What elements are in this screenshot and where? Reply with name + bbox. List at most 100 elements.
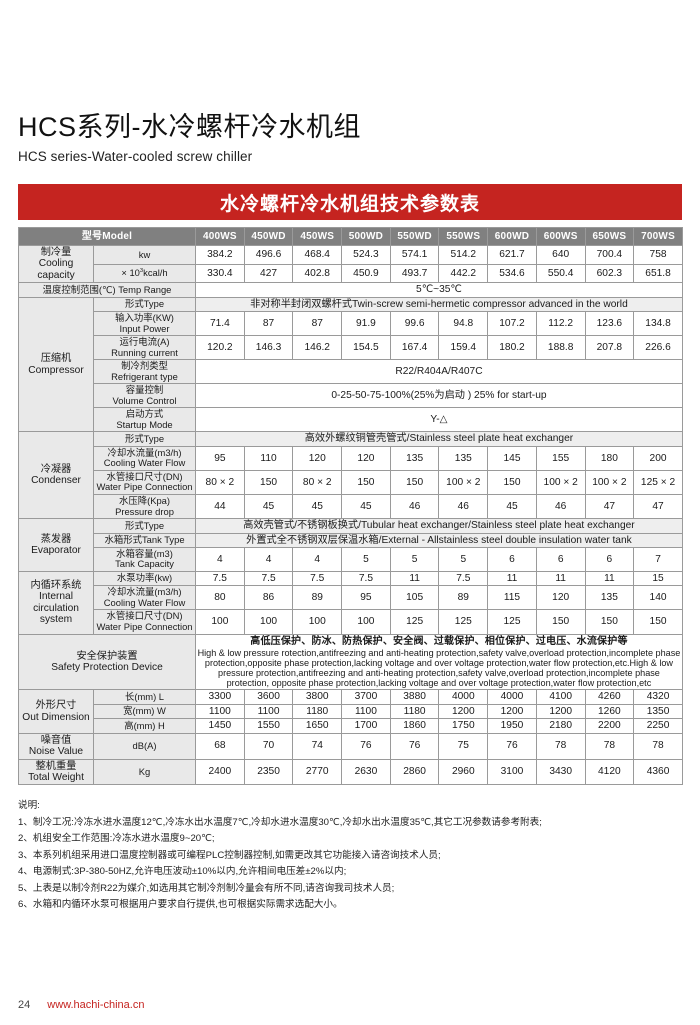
dim-h-1: 1550 — [243, 718, 294, 734]
row-dimension-length: 外形尺寸 Out Dimension 长(mm) L 3300 3600 380… — [18, 689, 683, 734]
running-current-0: 120.2 — [195, 335, 245, 361]
running-current-9: 226.6 — [633, 335, 683, 361]
int-flow-1: 86 — [243, 585, 294, 611]
page-number: 24 — [18, 999, 31, 1011]
dim-h-8: 2200 — [584, 718, 635, 734]
dim-w-3: 1100 — [341, 703, 391, 720]
dim-l-1: 3600 — [243, 689, 294, 705]
page-title-en: HCS series-Water-cooled screw chiller — [18, 149, 253, 165]
label-evaporator-type: 形式Type — [92, 518, 197, 534]
website-url[interactable]: www.hachi-china.cn — [47, 999, 145, 1011]
dim-h-9: 2250 — [633, 718, 683, 734]
row-condenser-water-flow: 冷却水流量(m3/h) Cooling Water Flow 95 110 12… — [19, 445, 683, 471]
cooling-kw-3: 524.3 — [341, 245, 391, 265]
dim-h-4: 1860 — [389, 718, 440, 734]
pump-power-8: 11 — [584, 570, 635, 587]
dim-l-5: 4000 — [438, 689, 489, 705]
group-label-noise: 噪音值 Noise Value — [18, 732, 94, 760]
label-temp-range: 温度控制范围(℃) Temp Range — [17, 282, 197, 298]
cooling-kcal-6: 534.6 — [487, 263, 537, 284]
pdrop-7: 46 — [535, 494, 586, 520]
input-power-0: 71.4 — [195, 311, 245, 337]
tank-cap-0: 4 — [195, 546, 245, 572]
noise-7: 78 — [535, 732, 586, 760]
pdrop-2: 45 — [292, 494, 343, 520]
weight-3: 2630 — [341, 758, 391, 786]
row-input-power: 输入功率(KW) Input Power 71.4 87 87 91.9 99.… — [19, 311, 683, 337]
cooling-kw-8: 700.4 — [584, 245, 635, 265]
group-label-evaporator: 蒸发器 Evaporator — [18, 518, 94, 572]
pdrop-6: 45 — [487, 494, 537, 520]
banner-label: 水冷螺杆冷水机组技术参数表 — [219, 193, 480, 215]
dim-w-6: 1200 — [487, 703, 537, 720]
dim-w-0: 1100 — [195, 703, 245, 720]
note-item-3: 3、本系列机组采用进口温度控制器或可编程PLC控制器控制,如需更改其它功能接入请… — [18, 849, 441, 861]
dim-l-9: 4320 — [633, 689, 683, 705]
dim-l-8: 4260 — [584, 689, 635, 705]
int-flow-4: 105 — [389, 585, 440, 611]
row-safety-protection: 安全保护装置 Safety Protection Device 高低压保护、防冰… — [17, 633, 683, 691]
group-label-condenser: 冷凝器 Condenser — [18, 431, 94, 520]
pump-power-4: 11 — [389, 570, 440, 587]
value-volume-control: 0-25-50-75-100%(25%为启动 ) 25% for start-u… — [195, 383, 683, 409]
input-power-9: 134.8 — [633, 311, 683, 337]
int-flow-6: 115 — [487, 585, 537, 611]
cooling-kw-9: 758 — [633, 245, 683, 265]
row-refrigerant-type: 制冷剂类型 Refrigerant type R22/R404A/R407C — [19, 359, 683, 385]
noise-3: 76 — [341, 732, 391, 760]
cond-pipe-5: 100 × 2 — [438, 469, 489, 496]
label-dimension-length: 长(mm) L — [92, 689, 197, 705]
cond-pipe-2: 80 × 2 — [292, 469, 343, 496]
model-col-8: 650WS — [584, 227, 635, 247]
cond-flow-4: 135 — [389, 445, 440, 471]
running-current-2: 146.2 — [292, 335, 343, 361]
row-startup-mode: 启动方式 Startup Mode Y-△ — [19, 407, 683, 433]
dim-w-1: 1100 — [243, 703, 294, 720]
weight-9: 4360 — [633, 758, 683, 786]
table-header-row: 型号Model 400WS 450WD 450WS 500WD 550WD 55… — [17, 227, 683, 247]
row-total-weight: 整机重量 Total Weight Kg 2400 2350 2770 2630… — [18, 758, 683, 786]
cooling-kcal-3: 450.9 — [341, 263, 391, 284]
dim-h-6: 1950 — [487, 718, 537, 734]
page-title-cn: HCS系列-水冷螺杆冷水机组 — [18, 112, 361, 142]
value-tank-type: 外置式全不锈钢双层保温水箱/External - Allstainless st… — [195, 532, 683, 548]
model-col-0: 400WS — [195, 227, 245, 247]
cooling-kw-1: 496.6 — [243, 245, 294, 265]
row-temp-range: 温度控制范围(℃) Temp Range 5℃~35℃ — [17, 282, 683, 298]
dim-l-6: 4000 — [487, 689, 537, 705]
tank-cap-5: 5 — [438, 546, 489, 572]
cond-flow-9: 200 — [633, 445, 683, 471]
value-evaporator-type: 高效壳管式/不锈钢板换式/Tubular heat exchanger/Stai… — [195, 518, 683, 534]
pump-power-6: 11 — [487, 570, 537, 587]
int-flow-3: 95 — [341, 585, 391, 611]
label-input-power: 输入功率(KW) Input Power — [92, 311, 197, 337]
cond-flow-2: 120 — [292, 445, 343, 471]
noise-2: 74 — [292, 732, 343, 760]
cooling-kw-2: 468.4 — [292, 245, 343, 265]
row-cooling-capacity-kcal: × 103kcal/h 330.4 427 402.8 450.9 493.7 … — [19, 263, 683, 284]
running-current-8: 207.8 — [584, 335, 635, 361]
weight-1: 2350 — [243, 758, 294, 786]
cond-pipe-9: 125 × 2 — [633, 469, 683, 496]
int-pipe-3: 100 — [341, 609, 391, 635]
cond-flow-1: 110 — [243, 445, 294, 471]
cond-flow-3: 120 — [341, 445, 391, 471]
int-pipe-9: 150 — [633, 609, 683, 635]
pump-power-3: 7.5 — [341, 570, 391, 587]
row-tank-type: 水箱形式Tank Type 外置式全不锈钢双层保温水箱/External - A… — [19, 532, 683, 548]
row-cooling-capacity-kw: 制冷量 Cooling capacity kw 384.2 496.6 468.… — [18, 245, 683, 284]
row-pump-power: 内循环系统 Internal circulation system 水泵功率(k… — [18, 570, 683, 635]
dim-l-0: 3300 — [195, 689, 245, 705]
dim-l-7: 4100 — [535, 689, 586, 705]
label-startup-mode: 启动方式 Startup Mode — [92, 407, 197, 433]
pdrop-9: 47 — [633, 494, 683, 520]
label-noise-unit: dB(A) — [92, 732, 197, 760]
pdrop-5: 46 — [438, 494, 489, 520]
int-pipe-0: 100 — [195, 609, 245, 635]
running-current-3: 154.5 — [341, 335, 391, 361]
pump-power-1: 7.5 — [243, 570, 294, 587]
label-internal-pipe: 水管接口尺寸(DN) Water Pipe Connection — [92, 609, 197, 635]
int-flow-8: 135 — [584, 585, 635, 611]
pdrop-8: 47 — [584, 494, 635, 520]
cond-flow-7: 155 — [535, 445, 586, 471]
